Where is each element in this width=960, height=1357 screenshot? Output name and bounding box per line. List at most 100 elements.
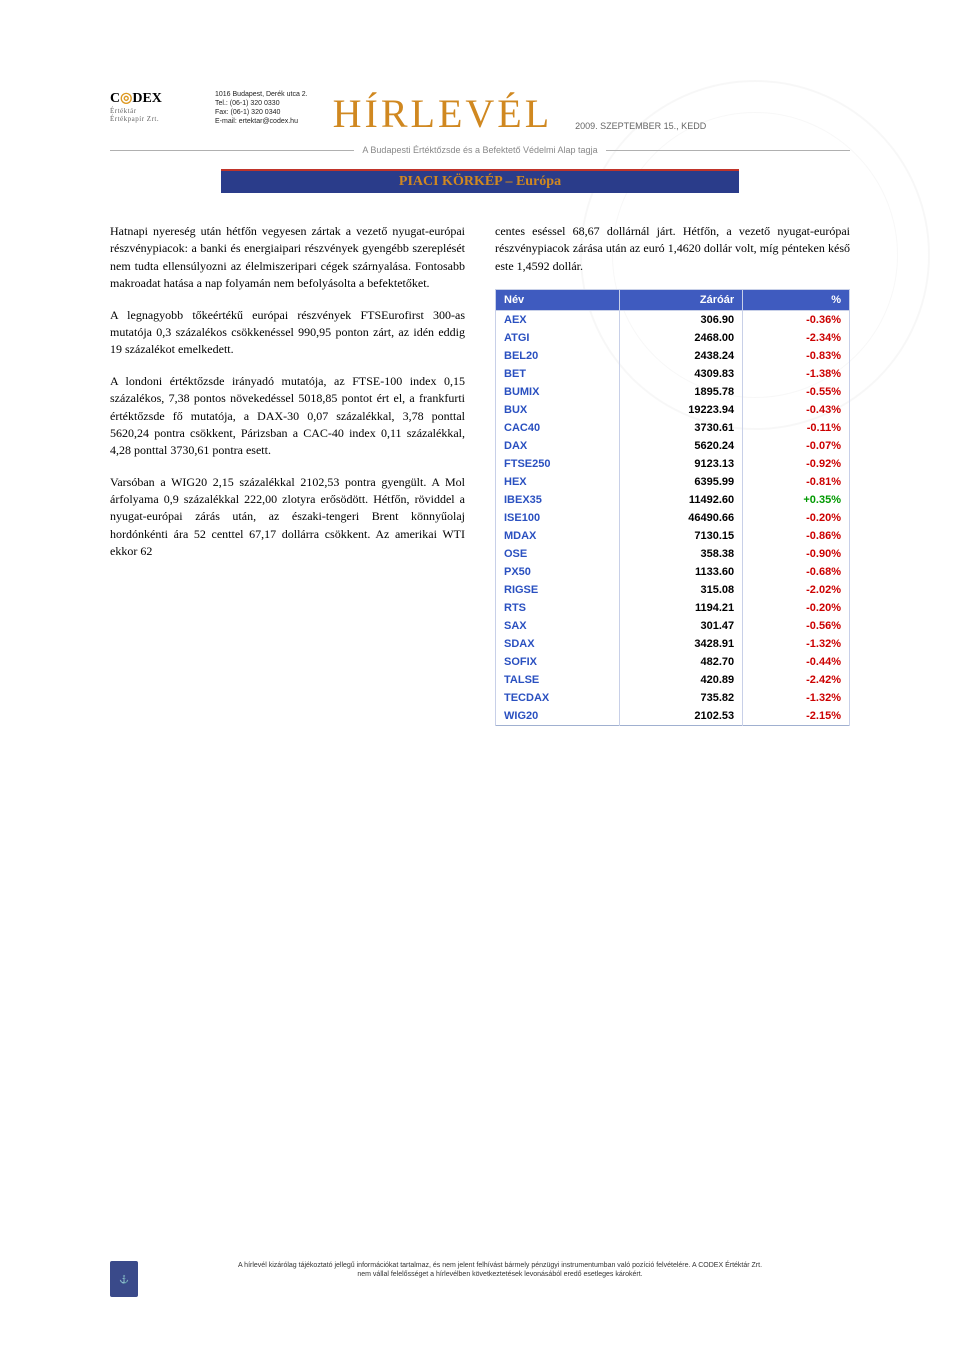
- index-table: Név Záróár % AEX306.90-0.36%ATGI2468.00-…: [495, 289, 850, 726]
- column-left: Hatnapi nyereség után hétfőn vegyesen zá…: [110, 223, 465, 726]
- cell-close: 2438.24: [620, 347, 743, 365]
- cell-pct: -0.92%: [743, 455, 850, 473]
- table-row: CAC403730.61-0.11%: [496, 419, 850, 437]
- issue-date: 2009. SZEPTEMBER 15., KEDD: [575, 121, 706, 131]
- cell-pct: -0.20%: [743, 599, 850, 617]
- cell-close: 5620.24: [620, 437, 743, 455]
- cell-name: SOFIX: [496, 653, 620, 671]
- cell-pct: -2.02%: [743, 581, 850, 599]
- cell-pct: -2.34%: [743, 329, 850, 347]
- cell-name: BUX: [496, 401, 620, 419]
- divider-right: [606, 150, 850, 151]
- cell-close: 1133.60: [620, 563, 743, 581]
- cell-pct: -2.42%: [743, 671, 850, 689]
- content-columns: Hatnapi nyereség után hétfőn vegyesen zá…: [110, 223, 850, 726]
- cell-pct: -0.36%: [743, 311, 850, 330]
- cell-pct: -0.83%: [743, 347, 850, 365]
- cell-pct: -1.38%: [743, 365, 850, 383]
- cell-close: 3428.91: [620, 635, 743, 653]
- table-row: BET4309.83-1.38%: [496, 365, 850, 383]
- header: C◎DEX Értéktár Értékpapír Zrt. 1016 Buda…: [110, 90, 850, 137]
- table-row: DAX5620.24-0.07%: [496, 437, 850, 455]
- th-close: Záróár: [620, 290, 743, 311]
- cell-name: WIG20: [496, 707, 620, 726]
- cell-pct: -1.32%: [743, 689, 850, 707]
- cell-name: CAC40: [496, 419, 620, 437]
- table-row: ATGI2468.00-2.34%: [496, 329, 850, 347]
- cell-name: IBEX35: [496, 491, 620, 509]
- cell-close: 358.38: [620, 545, 743, 563]
- cell-name: SAX: [496, 617, 620, 635]
- cell-pct: -0.43%: [743, 401, 850, 419]
- table-row: SAX301.47-0.56%: [496, 617, 850, 635]
- cell-pct: -2.15%: [743, 707, 850, 726]
- cell-pct: -0.11%: [743, 419, 850, 437]
- cell-pct: -0.90%: [743, 545, 850, 563]
- section-title-bar: PIACI KÖRKÉP – Európa: [221, 169, 739, 193]
- cell-close: 1194.21: [620, 599, 743, 617]
- cell-close: 9123.13: [620, 455, 743, 473]
- cell-name: BUMIX: [496, 383, 620, 401]
- footer-text: A hírlevél kizárólag tájékoztató jellegű…: [150, 1261, 850, 1279]
- cell-close: 735.82: [620, 689, 743, 707]
- table-row: FTSE2509123.13-0.92%: [496, 455, 850, 473]
- cell-close: 1895.78: [620, 383, 743, 401]
- contact-fax: Fax: (06-1) 320 0340: [215, 108, 308, 117]
- cell-pct: -1.32%: [743, 635, 850, 653]
- cell-name: OSE: [496, 545, 620, 563]
- cell-name: AEX: [496, 311, 620, 330]
- cell-close: 301.47: [620, 617, 743, 635]
- cell-close: 11492.60: [620, 491, 743, 509]
- table-row: RTS1194.21-0.20%: [496, 599, 850, 617]
- cell-close: 420.89: [620, 671, 743, 689]
- table-row: BUX19223.94-0.43%: [496, 401, 850, 419]
- table-row: MDAX7130.15-0.86%: [496, 527, 850, 545]
- cell-name: SDAX: [496, 635, 620, 653]
- cell-name: RTS: [496, 599, 620, 617]
- cell-close: 4309.83: [620, 365, 743, 383]
- para-3: A londoni értéktőzsde irányadó mutatója,…: [110, 373, 465, 460]
- cell-name: TALSE: [496, 671, 620, 689]
- cell-pct: -0.86%: [743, 527, 850, 545]
- cell-close: 306.90: [620, 311, 743, 330]
- subhead-text: A Budapesti Értéktőzsde és a Befektető V…: [362, 145, 597, 155]
- contact-email: E-mail: ertektar@codex.hu: [215, 117, 308, 126]
- cell-name: ISE100: [496, 509, 620, 527]
- table-row: SOFIX482.70-0.44%: [496, 653, 850, 671]
- para-4: Varsóban a WIG20 2,15 százalékkal 2102,5…: [110, 474, 465, 561]
- cell-close: 7130.15: [620, 527, 743, 545]
- cell-name: MDAX: [496, 527, 620, 545]
- cell-close: 46490.66: [620, 509, 743, 527]
- th-name: Név: [496, 290, 620, 311]
- table-header-row: Név Záróár %: [496, 290, 850, 311]
- table-row: BEL202438.24-0.83%: [496, 347, 850, 365]
- column-right: centes eséssel 68,67 dollárnál járt. Hét…: [495, 223, 850, 726]
- para-5: centes eséssel 68,67 dollárnál járt. Hét…: [495, 223, 850, 275]
- cell-name: BEL20: [496, 347, 620, 365]
- cell-close: 482.70: [620, 653, 743, 671]
- footer-line2: nem vállal felelősséget a hírlevélben kö…: [357, 1271, 642, 1278]
- subhead-line: A Budapesti Értéktőzsde és a Befektető V…: [110, 145, 850, 155]
- table-row: BUMIX1895.78-0.55%: [496, 383, 850, 401]
- table-row: RIGSE315.08-2.02%: [496, 581, 850, 599]
- logo-sub1: Értéktár: [110, 107, 200, 115]
- masthead-title: HÍRLEVÉL: [333, 90, 553, 137]
- cell-name: PX50: [496, 563, 620, 581]
- cell-pct: -0.44%: [743, 653, 850, 671]
- contact-tel: Tel.: (06-1) 320 0330: [215, 99, 308, 108]
- table-row: SDAX3428.91-1.32%: [496, 635, 850, 653]
- table-row: IBEX3511492.60+0.35%: [496, 491, 850, 509]
- table-body: AEX306.90-0.36%ATGI2468.00-2.34%BEL20243…: [496, 311, 850, 726]
- logo-block: C◎DEX Értéktár Értékpapír Zrt.: [110, 90, 200, 123]
- table-row: ISE10046490.66-0.20%: [496, 509, 850, 527]
- cell-close: 2468.00: [620, 329, 743, 347]
- contact-address: 1016 Budapest, Derék utca 2.: [215, 90, 308, 99]
- cell-pct: +0.35%: [743, 491, 850, 509]
- cell-pct: -0.81%: [743, 473, 850, 491]
- cell-close: 6395.99: [620, 473, 743, 491]
- table-row: TALSE420.89-2.42%: [496, 671, 850, 689]
- para-2: A legnagyobb tőkeértékű európai részvény…: [110, 307, 465, 359]
- cell-pct: -0.68%: [743, 563, 850, 581]
- table-row: OSE358.38-0.90%: [496, 545, 850, 563]
- logo-sub2: Értékpapír Zrt.: [110, 115, 200, 123]
